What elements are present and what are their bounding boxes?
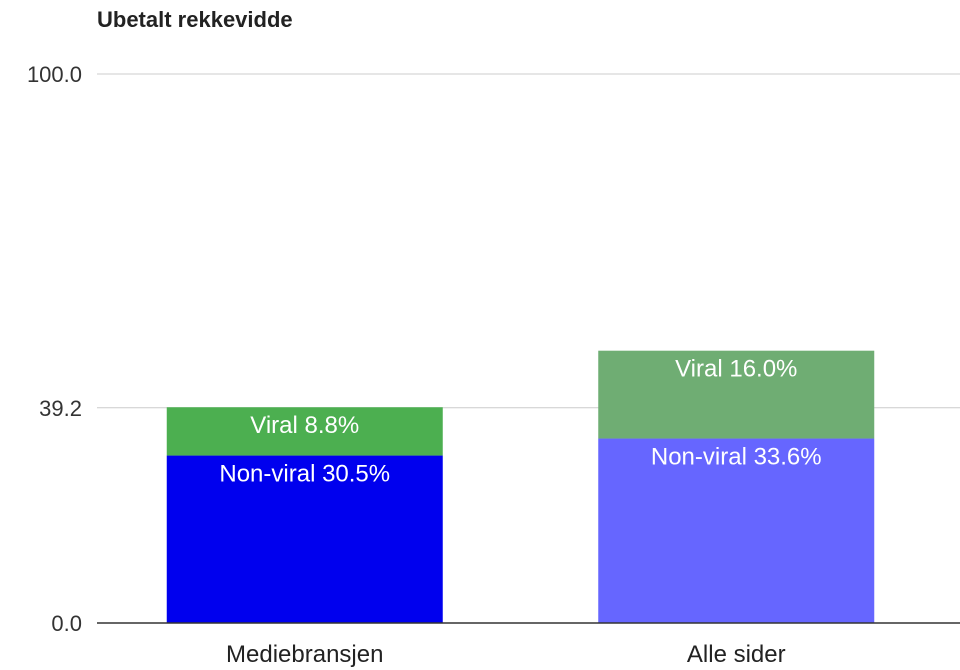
data-label: Viral 8.8%	[250, 412, 359, 439]
bars	[166, 350, 875, 623]
y-tick-label: 0.0	[51, 611, 82, 636]
x-axis-ticks: Mediebransjen Alle sider	[226, 641, 786, 668]
data-label: Non-viral 33.6%	[651, 444, 822, 471]
bar-segment-non-viral	[166, 455, 443, 623]
bar-segment-viral	[598, 350, 875, 439]
y-axis-ticks: 0.0 39.2 100.0	[27, 62, 82, 636]
chart-title: Ubetalt rekkevidde	[97, 7, 293, 32]
data-label: Non-viral 30.5%	[219, 461, 390, 488]
y-tick-label: 100.0	[27, 62, 82, 87]
data-label: Viral 16.0%	[675, 356, 797, 383]
x-tick-label: Alle sider	[687, 641, 786, 668]
x-tick-label: Mediebransjen	[226, 641, 383, 668]
bar-segment-non-viral	[598, 438, 875, 623]
segment-labels: Non-viral 30.5% Viral 8.8% Non-viral 33.6%…	[219, 356, 821, 488]
y-tick-label: 39.2	[39, 396, 82, 421]
bar-segment-viral	[166, 407, 443, 456]
